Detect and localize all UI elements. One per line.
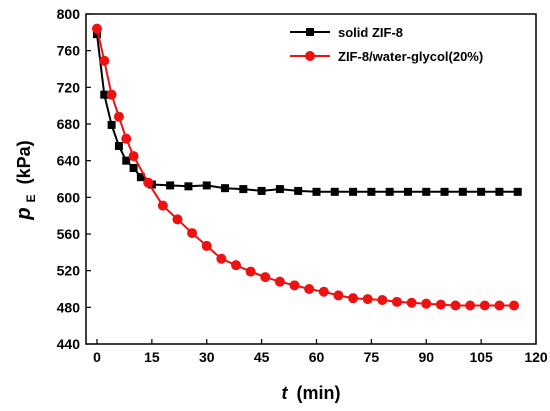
x-axis-variable: t [281, 383, 288, 403]
data-point [92, 30, 101, 39]
data-point [106, 89, 117, 100]
data-point [494, 300, 505, 311]
data-point [377, 295, 388, 305]
legend-label: solid ZIF-8 [338, 25, 403, 40]
x-axis-title: t (min) [281, 383, 340, 403]
data-point [245, 266, 256, 277]
data-point [122, 156, 131, 165]
y-tick-label: 440 [57, 336, 81, 352]
data-point [143, 177, 154, 188]
x-tick-label: 15 [144, 349, 160, 365]
data-point [403, 187, 412, 196]
data-point [406, 297, 417, 308]
data-point [157, 200, 168, 211]
data-point [362, 294, 373, 305]
x-tick-label: 45 [254, 349, 270, 365]
data-point [274, 276, 285, 287]
data-point [99, 55, 110, 66]
data-point [458, 187, 467, 196]
data-point [479, 300, 490, 311]
data-point [275, 185, 284, 194]
data-point [304, 284, 315, 294]
legend: solid ZIF-8 ZIF-8/water-glycol(20%) [290, 25, 483, 64]
data-point [129, 164, 138, 172]
x-tick-label: 75 [364, 349, 380, 365]
y-tick-label: 600 [57, 189, 81, 205]
data-point [121, 133, 132, 144]
y-axis-subscript: E [24, 194, 38, 202]
data-point [318, 286, 329, 297]
data-point [495, 187, 504, 196]
data-point [221, 184, 230, 193]
data-point [348, 293, 359, 304]
data-point [312, 187, 321, 196]
y-axis-variable: p [13, 207, 35, 220]
legend-label: ZIF-8/water-glycol(20%) [338, 49, 483, 64]
y-tick-label: 800 [57, 6, 81, 22]
data-point [509, 300, 520, 311]
data-point [172, 214, 183, 225]
x-tick-label: 30 [199, 349, 215, 365]
y-tick-label: 560 [57, 226, 81, 242]
data-point [513, 187, 522, 196]
data-point [239, 185, 248, 194]
data-point [349, 187, 358, 196]
series-line-1 [96, 28, 514, 307]
x-tick-label: 60 [309, 349, 325, 365]
x-tick-label: 90 [418, 349, 434, 365]
x-tick-label: 105 [469, 349, 493, 365]
y-tick-label: 720 [57, 79, 81, 95]
y-tick-label: 640 [57, 153, 81, 169]
data-point [330, 187, 339, 196]
data-point [440, 187, 449, 196]
data-point [257, 186, 266, 195]
y-axis-title: p E (kPa) [13, 140, 39, 220]
y-tick-label: 480 [57, 299, 81, 315]
data-point [113, 111, 124, 122]
data-point [385, 187, 394, 196]
data-point [128, 151, 139, 162]
data-point [91, 23, 102, 34]
data-point [333, 290, 344, 301]
data-point [166, 181, 175, 190]
data-point [289, 280, 300, 291]
data-point [421, 298, 432, 309]
plot-frame [85, 13, 537, 345]
data-point [136, 173, 145, 182]
data-point [187, 228, 198, 239]
data-point [100, 90, 109, 99]
y-axis-unit: (kPa) [14, 140, 34, 184]
data-point [465, 300, 476, 311]
data-point [216, 253, 227, 264]
data-point [391, 296, 402, 307]
x-tick-label: 0 [93, 349, 101, 365]
data-point [202, 181, 211, 190]
y-tick-label: 760 [57, 43, 81, 59]
y-tick-label: 520 [57, 263, 81, 279]
x-tick-label: 120 [524, 349, 548, 365]
legend-marker [306, 28, 314, 36]
data-point [422, 187, 431, 196]
data-point [184, 182, 193, 191]
data-point [107, 120, 116, 129]
data-point [367, 187, 376, 196]
y-tick-label: 680 [57, 116, 81, 132]
data-point [231, 260, 241, 271]
data-point [260, 272, 271, 283]
data-point [450, 300, 461, 311]
data-point [435, 299, 446, 310]
data-point [294, 186, 303, 195]
x-axis-unit: (min) [297, 383, 341, 403]
data-point [114, 142, 123, 150]
legend-marker [305, 51, 315, 61]
data-point [477, 187, 486, 196]
data-point [201, 240, 212, 251]
